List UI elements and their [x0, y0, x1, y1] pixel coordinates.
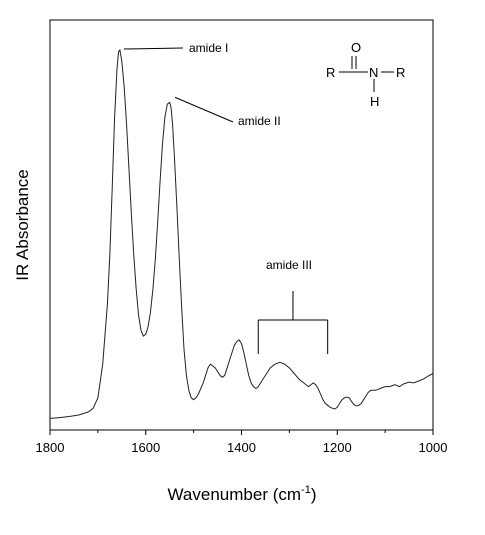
- x-axis-label-close: ): [311, 485, 317, 504]
- x-axis-label: Wavenumber (cm-1): [168, 484, 317, 504]
- x-tick-label: 1000: [419, 440, 448, 455]
- y-axis-label: IR Absorbance: [13, 169, 32, 281]
- annotation-amide-ii: amide II: [238, 114, 281, 128]
- x-axis-label-main: Wavenumber (cm: [168, 485, 302, 504]
- annotation-amide-iii: amide III: [266, 258, 312, 272]
- structure-r-right: R: [396, 65, 405, 80]
- amide-structure: O R N R H: [326, 40, 405, 109]
- x-tick-label: 1600: [131, 440, 160, 455]
- structure-nitrogen: N: [369, 65, 378, 80]
- structure-r-left: R: [326, 65, 335, 80]
- x-tick-label: 1200: [323, 440, 352, 455]
- leader-amide-i: [123, 47, 184, 50]
- plot-frame: [49, 19, 434, 431]
- x-tick-label: 1400: [227, 440, 256, 455]
- series-layer: [49, 48, 434, 419]
- spectrum-line: [49, 48, 434, 419]
- x-axis-ticks: 1800 1600 1400 1200 1000: [36, 430, 448, 455]
- x-axis-label-superscript: -1: [301, 484, 311, 496]
- annotation-layer: [123, 47, 329, 354]
- structure-hydrogen: H: [370, 94, 379, 109]
- x-tick-label: 1800: [36, 440, 65, 455]
- annotation-amide-i: amide I: [189, 41, 228, 55]
- leader-amide-ii: [174, 96, 234, 123]
- structure-oxygen: O: [351, 40, 361, 55]
